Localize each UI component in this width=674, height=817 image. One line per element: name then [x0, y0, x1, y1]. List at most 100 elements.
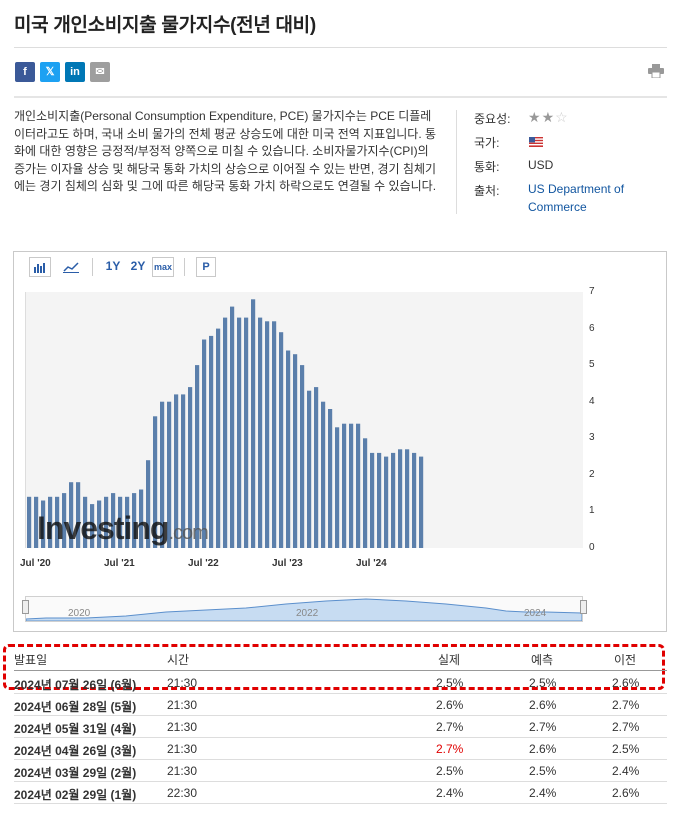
chart-bar[interactable]: [41, 500, 46, 549]
release-date: 2024년 07월 26일 (6월): [14, 678, 137, 692]
chart-bar[interactable]: [34, 496, 39, 548]
release-date: 2024년 05월 31일 (4월): [14, 722, 137, 736]
table-row: [14, 672, 667, 694]
chart-bar[interactable]: [237, 317, 242, 548]
chart-bar[interactable]: [356, 423, 361, 548]
chart-bar[interactable]: [83, 496, 88, 548]
chart-bar[interactable]: [265, 321, 270, 548]
importance-label: 중요성:: [474, 112, 511, 126]
chart-bar[interactable]: [307, 390, 312, 548]
navigator-left-handle[interactable]: [22, 600, 29, 614]
star-filled-icon: ★: [541, 109, 556, 125]
chart-bar[interactable]: [55, 496, 60, 548]
chart-bar[interactable]: [48, 496, 53, 548]
chart-bar[interactable]: [139, 489, 144, 549]
chart-bar[interactable]: [293, 354, 298, 548]
chart-bar[interactable]: [167, 401, 172, 548]
forecast-value: 2.5%: [529, 676, 557, 690]
x-axis-tick-label: Jul '21: [104, 558, 135, 569]
release-time: 21:30: [167, 720, 198, 734]
range-max-button[interactable]: max: [152, 257, 174, 277]
source-label: 출처:: [474, 184, 500, 198]
chart-bar[interactable]: [335, 427, 340, 548]
chart-bar[interactable]: [223, 317, 228, 548]
chart-bar[interactable]: [405, 449, 410, 548]
x-axis-tick-label: Jul '20: [20, 558, 51, 569]
chart-bar[interactable]: [209, 335, 214, 548]
chart-bar[interactable]: [118, 496, 123, 548]
chart-bar[interactable]: [90, 504, 95, 548]
chart-bar[interactable]: [62, 493, 67, 548]
source-link-line2[interactable]: Commerce: [528, 200, 587, 214]
chart-bar[interactable]: [153, 416, 158, 548]
y-axis-tick-label: 0: [589, 542, 595, 553]
print-icon[interactable]: [648, 64, 664, 78]
chart-bar[interactable]: [391, 452, 396, 548]
chart-bar[interactable]: [377, 452, 382, 548]
chart-bar[interactable]: [258, 317, 263, 548]
release-time: 21:30: [167, 742, 198, 756]
release-date: 2024년 02월 29일 (1월): [14, 788, 137, 802]
chart-bar[interactable]: [195, 365, 200, 548]
chart-bar[interactable]: [321, 401, 326, 548]
actual-value: 2.5%: [436, 676, 464, 690]
chart-bar[interactable]: [384, 456, 389, 548]
y-axis-tick-label: 3: [589, 432, 595, 444]
chart-bar[interactable]: [363, 438, 368, 548]
previous-value: 2.6%: [612, 676, 640, 690]
chart-bar[interactable]: [146, 460, 151, 548]
chart-bar[interactable]: [76, 482, 81, 548]
chart-bar[interactable]: [398, 449, 403, 548]
us-flag-icon: [529, 137, 543, 147]
chart-bar[interactable]: [174, 394, 179, 548]
chart-bar[interactable]: [188, 387, 193, 548]
chart-bar[interactable]: [97, 500, 102, 549]
navigator-label: 2024: [524, 608, 547, 619]
chart-bar[interactable]: [342, 423, 347, 548]
chart-bar[interactable]: [230, 306, 235, 548]
navigator-label: 2022: [296, 608, 319, 619]
chart-bar[interactable]: [132, 493, 137, 548]
navigator-right-handle[interactable]: [580, 600, 587, 614]
forecast-value: 2.6%: [529, 742, 557, 756]
twitter-share-button[interactable]: 𝕏: [40, 62, 60, 82]
chart-bar[interactable]: [328, 409, 333, 548]
chart-bar[interactable]: [27, 496, 32, 548]
table-header-divider: [14, 670, 667, 671]
table-row: [14, 716, 667, 738]
line-chart-type-button[interactable]: [60, 257, 82, 277]
chart-bar[interactable]: [69, 482, 74, 548]
chart-bar[interactable]: [412, 452, 417, 548]
chart-bar[interactable]: [216, 328, 221, 548]
y-axis-tick-label: 2: [589, 468, 595, 480]
chart-bar[interactable]: [279, 332, 284, 548]
chart-bar[interactable]: [244, 317, 249, 548]
range-1y-button[interactable]: 1Y: [103, 257, 123, 277]
chart-bar[interactable]: [104, 496, 109, 548]
chart-bar[interactable]: [300, 365, 305, 548]
chart-bar[interactable]: [272, 321, 277, 548]
release-time: 21:30: [167, 698, 198, 712]
chart-bar[interactable]: [251, 299, 256, 548]
linkedin-share-button[interactable]: in: [65, 62, 85, 82]
bar-chart-type-button[interactable]: [29, 257, 51, 277]
chart-bar[interactable]: [181, 394, 186, 548]
chart-bar[interactable]: [286, 350, 291, 549]
print-chart-button[interactable]: P: [196, 257, 216, 277]
range-2y-button[interactable]: 2Y: [128, 257, 148, 277]
header-actual: 실제: [438, 653, 461, 667]
email-share-button[interactable]: ✉: [90, 62, 110, 82]
chart-bar[interactable]: [125, 496, 130, 548]
chart-bar[interactable]: [419, 456, 424, 548]
release-date: 2024년 03월 29일 (2월): [14, 766, 137, 780]
chart-bar[interactable]: [160, 401, 165, 548]
chart-bar[interactable]: [349, 423, 354, 548]
chart-bar[interactable]: [370, 452, 375, 548]
bar-series: [27, 299, 424, 549]
chart-bar[interactable]: [111, 493, 116, 548]
source-link[interactable]: US Department of: [528, 182, 625, 196]
chart-bar[interactable]: [202, 339, 207, 549]
chart-bar[interactable]: [314, 387, 319, 548]
forecast-value: 2.6%: [529, 698, 557, 712]
facebook-share-button[interactable]: f: [15, 62, 35, 82]
